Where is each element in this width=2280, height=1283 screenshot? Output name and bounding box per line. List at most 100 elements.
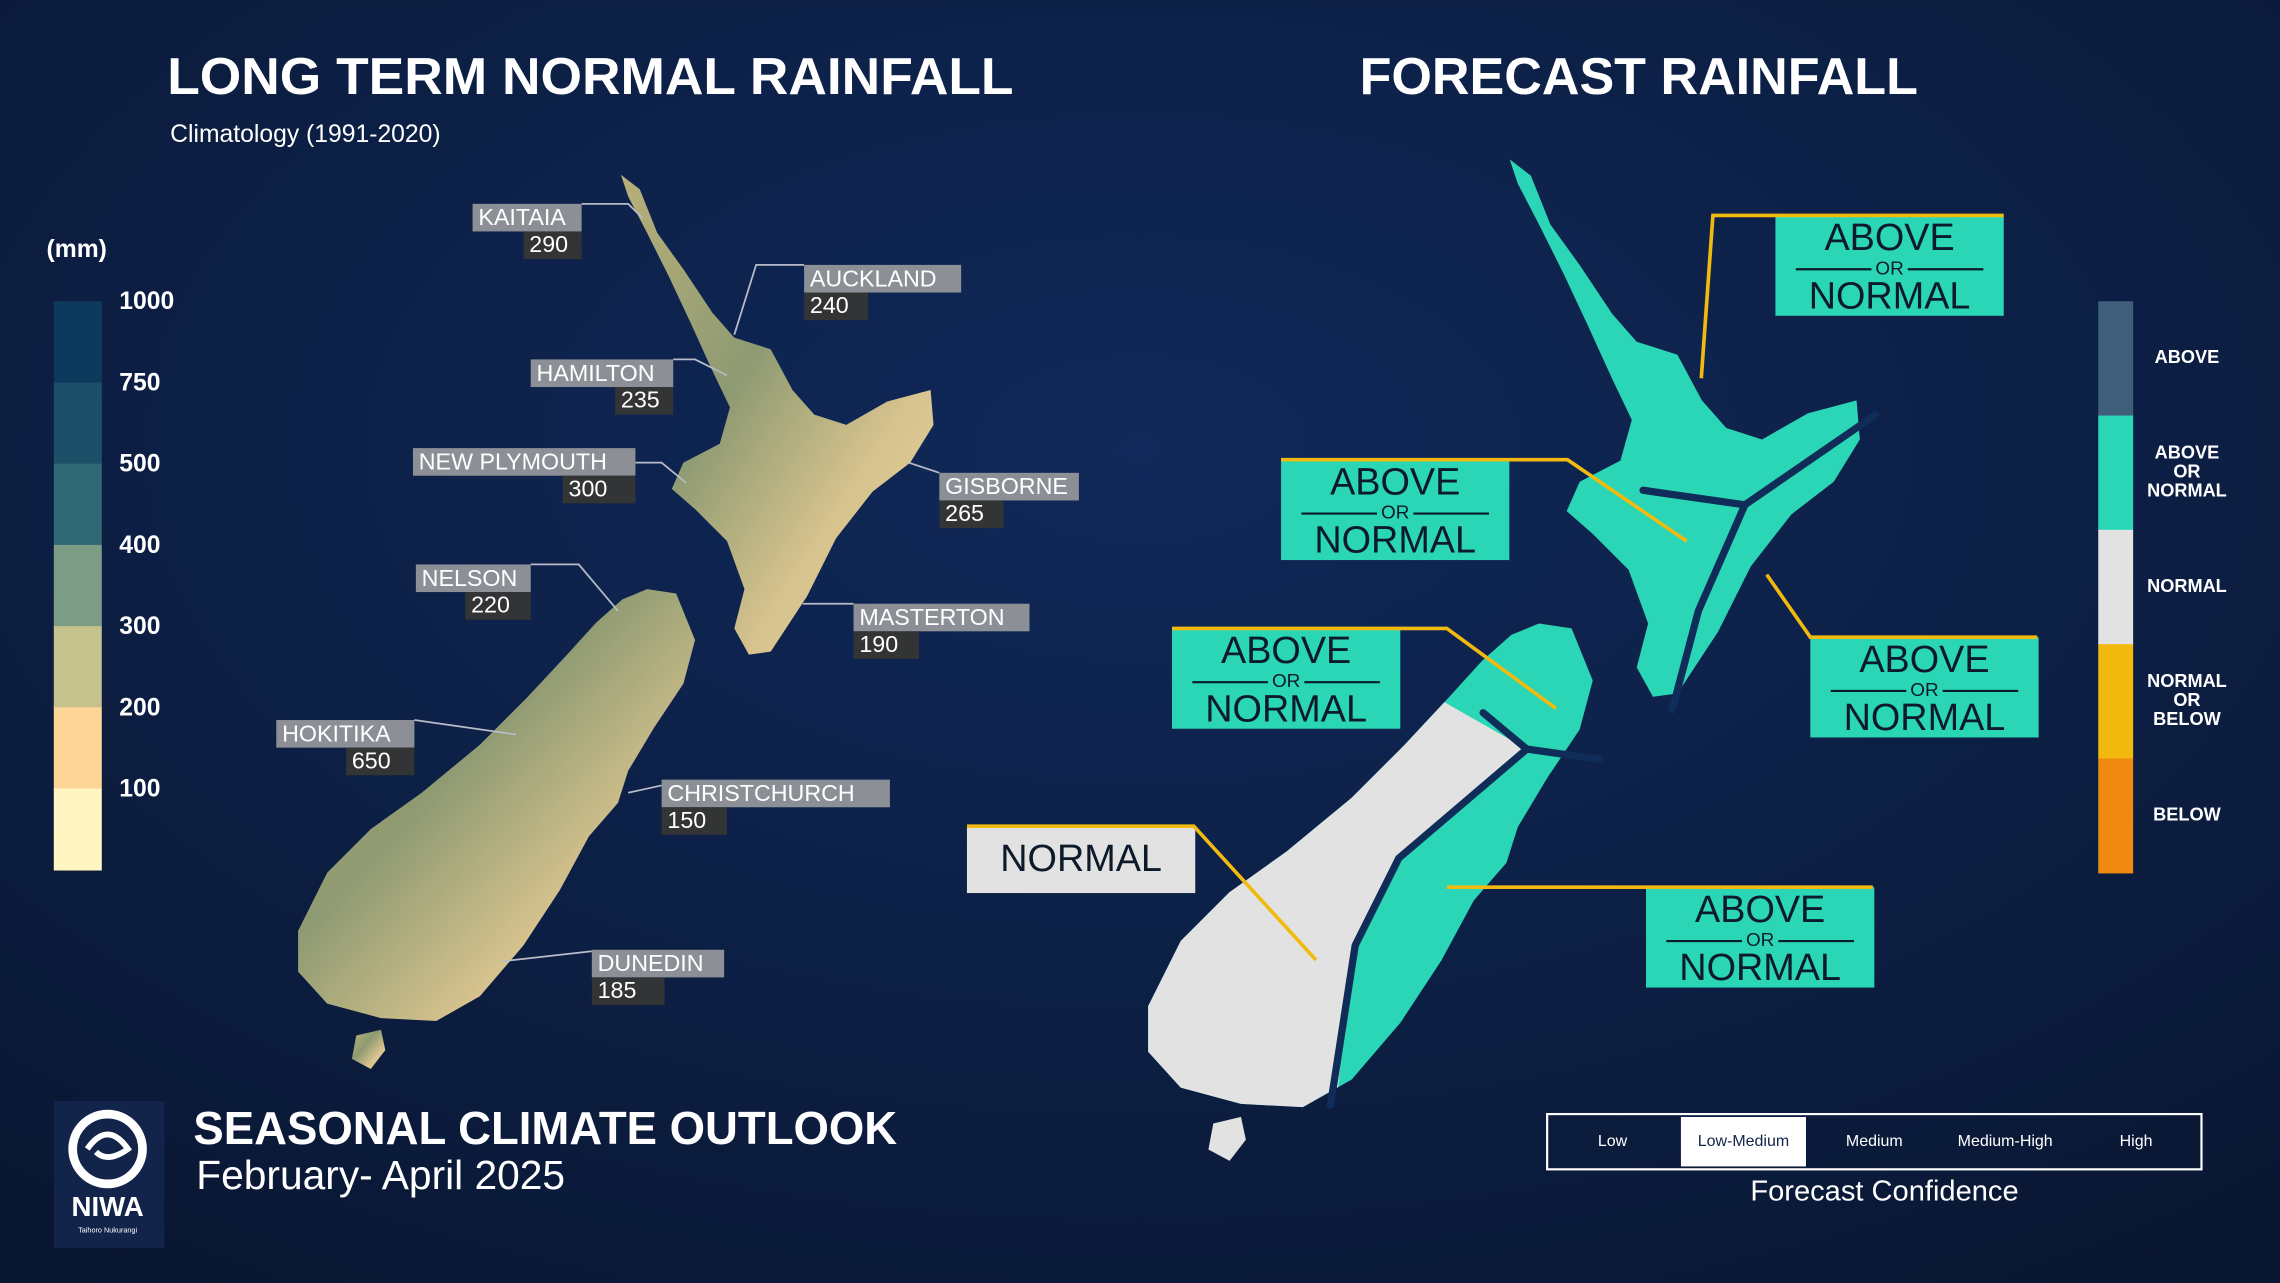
rainfall-legend: 1000 750 500 400 300 200 100: [53, 288, 174, 871]
legend-tick-label: 1000: [119, 288, 174, 315]
legend-tick-label: 200: [119, 694, 160, 721]
legend-band: [53, 544, 102, 627]
city-rainfall: 240: [810, 292, 849, 318]
confidence-level: High: [2120, 1133, 2153, 1150]
legend-band: [53, 626, 102, 709]
footer: NIWA Taihoro Nukurangi SEASONAL CLIMATE …: [53, 1100, 898, 1248]
legend-label: ABOVE: [2155, 443, 2220, 463]
legend-band: [2098, 415, 2134, 531]
city-name: KAITAIA: [478, 204, 566, 230]
region-text: NORMAL: [1809, 275, 1971, 317]
legend-band: [53, 788, 102, 871]
leader-line: [1281, 457, 1688, 543]
region-box: [1775, 215, 2004, 316]
city-rainfall: 300: [569, 475, 608, 501]
city-name-box: [530, 359, 674, 388]
logo-mark: [68, 1109, 147, 1189]
footer-period: February- April 2025: [196, 1152, 565, 1198]
city-rainfall: 185: [598, 977, 637, 1003]
normal-region: [1148, 695, 1527, 1108]
forecast-legend: ABOVEABOVEORNORMALNORMALNORMALORBELOWBEL…: [2098, 301, 2227, 874]
city-name-box: [415, 564, 531, 593]
region-text: OR: [1381, 503, 1409, 524]
leader-line: [501, 950, 592, 963]
city-rainfall: 290: [529, 231, 568, 257]
confidence-level: Low: [1598, 1133, 1628, 1150]
region-text: NORMAL: [1679, 947, 1841, 989]
legend-label: ABOVE: [2155, 347, 2220, 367]
legend-label: OR: [2173, 461, 2200, 481]
legend-label: NORMAL: [2147, 576, 2227, 596]
legend-tick-label: 500: [119, 451, 160, 478]
leader-line: [1171, 626, 1557, 710]
city-name: AUCKLAND: [810, 265, 937, 291]
city-rainfall: 650: [352, 747, 391, 773]
region-box: [1646, 887, 1875, 988]
city-value-box: [939, 500, 1004, 529]
confidence-level: Low-Medium: [1698, 1133, 1790, 1150]
legend-band: [2098, 301, 2134, 417]
leader-line: [966, 824, 1318, 962]
region-text: NORMAL: [1314, 520, 1476, 562]
leader-line: [414, 719, 517, 736]
leader-line: [908, 461, 940, 474]
city-value-box: [804, 292, 869, 321]
forecast-labels: ABOVEORNORMALABOVEORNORMALABOVEORNORMALA…: [966, 213, 2039, 989]
legend-tick-label: 300: [119, 613, 160, 640]
confidence-level: Medium-High: [1958, 1133, 2053, 1150]
city-value-box: [615, 387, 674, 415]
confidence-label: Forecast Confidence: [1750, 1175, 2018, 1207]
legend-label: BELOW: [2153, 804, 2221, 824]
city-name: HOKITIKA: [282, 720, 391, 746]
region-text: OR: [1746, 930, 1774, 951]
city-value-box: [562, 475, 636, 504]
forecast-confidence: Low Low-Medium Medium Medium-High High Foreca…: [1546, 1112, 2203, 1207]
leader-line: [1699, 213, 2004, 379]
region-text: NORMAL: [1844, 697, 2006, 739]
legend-tick-label: 400: [119, 532, 160, 559]
leader-line: [581, 202, 644, 219]
city-name: CHRISTCHURCH: [667, 780, 854, 806]
legend-band: [53, 463, 102, 546]
leader-line: [635, 461, 687, 484]
city-value-box: [591, 977, 665, 1006]
city-name: MASTERTON: [859, 604, 1004, 630]
region-box: [1171, 628, 1401, 729]
region-text: NORMAL: [1205, 688, 1367, 730]
legend-band: [53, 301, 102, 384]
logo-tagline: Taihoro Nukurangi: [78, 1225, 137, 1234]
city-rainfall: 265: [945, 500, 984, 526]
city-rainfall: 190: [859, 631, 898, 657]
region-text: OR: [1910, 680, 1938, 701]
legend-tick-label: 750: [119, 369, 160, 396]
legend-band: [2098, 758, 2134, 874]
region-text: NORMAL: [1000, 838, 1162, 880]
city-name-box: [853, 603, 1030, 632]
legend-label: BELOW: [2153, 709, 2221, 729]
leader-line: [733, 264, 805, 335]
legend-band: [53, 382, 102, 465]
region-text: ABOVE: [1330, 461, 1460, 503]
legend-tick-label: 100: [119, 776, 160, 803]
city-rainfall: 220: [471, 592, 510, 618]
legend-label: OR: [2173, 690, 2200, 710]
city-value-box: [661, 807, 728, 835]
city-name-box: [412, 448, 636, 476]
region-text: ABOVE: [1695, 889, 1825, 931]
city-rainfall: 235: [621, 387, 660, 413]
legend-band: [2098, 644, 2134, 760]
leader-line: [530, 563, 619, 612]
confidence-level: Medium: [1846, 1133, 1903, 1150]
city-name-box: [472, 203, 582, 232]
city-value-box: [853, 631, 919, 659]
city-name-box: [591, 949, 725, 978]
city-name-box: [939, 472, 1079, 501]
logo-box: [53, 1100, 165, 1248]
region-box: [1281, 459, 1510, 561]
logo-swirl: [84, 1131, 132, 1160]
legend-label: NORMAL: [2147, 480, 2227, 500]
confidence-selected: [1680, 1116, 1806, 1167]
